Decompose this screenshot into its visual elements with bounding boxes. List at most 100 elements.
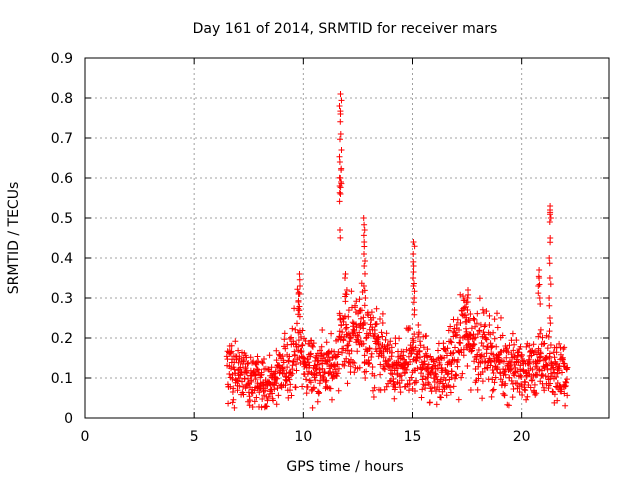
data-point	[391, 395, 398, 402]
data-point	[382, 336, 389, 343]
data-point	[261, 356, 267, 362]
data-point	[518, 374, 525, 380]
data-point	[360, 232, 367, 239]
data-point	[345, 307, 352, 314]
data-point	[452, 344, 458, 351]
data-point	[270, 397, 277, 404]
data-point	[363, 368, 370, 375]
data-point	[406, 381, 413, 387]
data-point	[263, 403, 270, 410]
data-point	[490, 351, 497, 358]
data-point	[502, 371, 509, 378]
data-point	[323, 339, 330, 346]
data-point	[454, 331, 460, 338]
plot-frame	[84, 57, 610, 419]
data-point	[443, 392, 450, 399]
data-point	[244, 370, 250, 376]
data-point	[502, 380, 509, 387]
data-point	[450, 383, 457, 390]
data-point	[265, 394, 272, 400]
data-point	[410, 275, 417, 281]
data-point	[335, 387, 342, 394]
data-point	[490, 329, 497, 336]
data-point	[314, 398, 321, 405]
data-point	[509, 330, 516, 337]
data-point	[343, 321, 349, 328]
x-tick-label: 10	[294, 429, 312, 445]
data-point	[362, 295, 369, 301]
data-point	[289, 325, 296, 332]
data-point	[344, 380, 351, 387]
data-point	[310, 384, 317, 391]
data-point	[329, 396, 335, 403]
data-point	[286, 353, 293, 360]
data-point	[452, 332, 459, 339]
data-point	[491, 335, 498, 342]
data-point	[335, 348, 342, 355]
axis-ticks: 0 0.1 0.2 0.3 0.4 0.5 0.6 0.7 0.8 0.9 0 5 10 15 20	[51, 51, 609, 445]
data-point	[312, 377, 319, 384]
data-point	[394, 365, 401, 372]
data-point	[254, 366, 261, 373]
data-point	[337, 108, 344, 115]
data-point	[464, 307, 471, 313]
data-point	[491, 379, 498, 386]
data-point	[368, 350, 375, 357]
data-point	[425, 379, 431, 386]
data-point	[412, 388, 418, 394]
y-axis-label: SRMTID / TECUs	[6, 182, 22, 295]
data-point	[400, 352, 407, 359]
data-point	[236, 383, 243, 390]
data-point	[459, 370, 466, 377]
y-tick-label: 0.3	[51, 291, 73, 307]
data-point	[336, 153, 343, 160]
data-point	[292, 384, 299, 391]
data-point	[551, 369, 558, 376]
data-point	[336, 189, 343, 196]
data-point	[535, 290, 542, 297]
data-point	[372, 330, 378, 337]
data-point	[537, 350, 544, 357]
data-point	[463, 314, 470, 321]
data-point	[357, 338, 364, 344]
data-point	[517, 362, 524, 369]
data-point	[244, 360, 251, 367]
data-point	[546, 295, 553, 301]
data-point	[338, 322, 345, 329]
data-point	[410, 299, 417, 306]
data-point	[410, 337, 417, 344]
data-point	[448, 374, 455, 381]
data-point	[361, 287, 368, 294]
data-point	[473, 320, 480, 327]
data-point	[447, 323, 454, 330]
data-point	[489, 343, 496, 349]
data-point	[448, 361, 455, 368]
data-point	[351, 369, 358, 376]
data-point	[281, 336, 288, 343]
data-point	[361, 263, 368, 269]
data-point	[522, 387, 529, 394]
data-point	[472, 334, 479, 341]
data-point	[503, 354, 510, 361]
data-point	[508, 351, 515, 358]
data-point	[247, 354, 254, 361]
data-point	[547, 203, 554, 209]
data-point	[292, 352, 298, 359]
data-point	[537, 301, 544, 307]
data-point	[230, 385, 237, 392]
data-point	[259, 359, 265, 366]
data-point	[476, 295, 483, 302]
data-point	[464, 363, 471, 369]
data-point	[505, 402, 512, 409]
data-point	[351, 328, 358, 334]
data-point	[546, 328, 553, 335]
data-point	[298, 333, 304, 340]
data-point	[368, 354, 375, 360]
data-point	[509, 394, 516, 401]
y-tick-label: 0.9	[51, 51, 73, 67]
data-point	[368, 309, 375, 316]
data-point	[377, 371, 384, 378]
data-point	[411, 311, 418, 318]
data-point	[390, 376, 397, 382]
data-point	[323, 377, 330, 384]
